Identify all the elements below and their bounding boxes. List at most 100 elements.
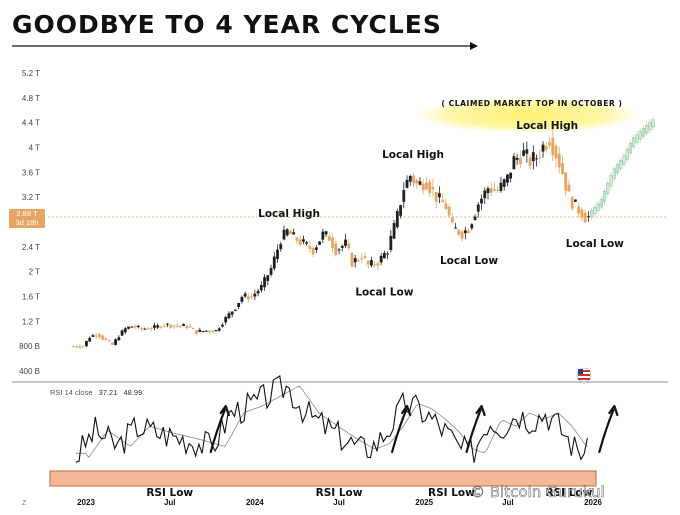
up-arrow-head	[219, 404, 230, 417]
candle	[172, 325, 176, 327]
candle	[470, 224, 474, 229]
candle	[447, 206, 451, 216]
projection-candle	[645, 124, 649, 134]
candle	[350, 253, 354, 267]
candle	[214, 330, 218, 332]
candle	[114, 339, 118, 345]
y-tick-label: 4.4 T	[22, 119, 40, 128]
candle	[382, 252, 386, 259]
candle	[224, 316, 228, 323]
price-annotation: Local Low	[355, 286, 413, 298]
candle	[117, 337, 121, 341]
candle	[175, 325, 179, 327]
candle	[389, 235, 393, 250]
candle	[551, 138, 555, 156]
candle	[331, 237, 334, 248]
candle	[363, 256, 367, 258]
candle	[366, 260, 370, 265]
candle	[357, 260, 360, 262]
claimed-top-highlight	[416, 97, 640, 133]
projection-candle	[641, 128, 645, 137]
candle	[522, 150, 526, 156]
candle	[412, 175, 415, 184]
candle	[467, 230, 470, 234]
candle	[480, 198, 483, 204]
candle	[360, 258, 364, 260]
candle	[85, 340, 88, 347]
candle	[324, 231, 328, 235]
candle	[146, 328, 150, 330]
y-tick-label: 2 T	[29, 268, 41, 277]
candle	[421, 183, 425, 191]
rsi-series: RSI Low RSI Low RSI Low RSI Low	[75, 374, 619, 499]
candle	[159, 326, 163, 328]
candle	[444, 203, 448, 210]
projection-candle	[651, 119, 655, 128]
candle	[298, 239, 302, 245]
candle	[253, 293, 257, 297]
candle	[528, 157, 532, 166]
candle	[376, 263, 380, 266]
up-arrow-icon	[390, 408, 408, 454]
tv-logo-icon: Z	[22, 500, 27, 507]
y-tick-label: 4.8 T	[22, 94, 40, 103]
projection-candle	[599, 198, 603, 208]
candle	[499, 182, 503, 191]
candle	[570, 197, 574, 209]
candle	[201, 331, 205, 333]
candle	[525, 149, 529, 154]
rsi-oversold-band	[49, 470, 597, 487]
candle	[149, 328, 153, 330]
candle	[107, 340, 111, 342]
candle	[340, 245, 344, 248]
candle	[337, 249, 341, 251]
rsi-value-1: 37.21	[99, 388, 118, 397]
candle	[305, 242, 309, 244]
projection-candle	[609, 175, 613, 187]
candle	[554, 145, 558, 159]
candle	[483, 190, 487, 199]
rsi-annotation: RSI Low	[428, 487, 475, 499]
y-tick-label: 800 B	[19, 342, 40, 351]
candle	[295, 237, 299, 241]
candle	[230, 311, 234, 315]
y-tick-label: 400 B	[19, 367, 40, 376]
candle	[72, 346, 75, 348]
candle	[285, 229, 289, 236]
price-annotation: Local High	[382, 149, 444, 161]
candle	[256, 290, 260, 294]
candle	[486, 188, 490, 194]
projection-series	[590, 116, 655, 221]
candle	[577, 206, 581, 214]
projection-candle	[615, 164, 620, 173]
up-arrow-head	[608, 404, 619, 417]
candle	[373, 264, 377, 266]
projection-candle	[590, 210, 594, 218]
candle	[120, 330, 124, 336]
projection-candle	[632, 137, 636, 148]
candle	[81, 346, 85, 348]
x-tick-label: 2025	[415, 498, 433, 507]
candle	[140, 327, 143, 329]
price-annotation: Local High	[258, 208, 320, 220]
candle	[334, 243, 338, 256]
candle	[506, 174, 509, 183]
candle	[279, 244, 283, 250]
candle	[344, 239, 347, 246]
projection-candle	[612, 168, 616, 179]
candle	[246, 296, 250, 300]
candle	[133, 326, 137, 328]
projection-candle	[635, 134, 639, 143]
candle	[476, 204, 480, 212]
candle	[386, 253, 390, 255]
candle	[438, 193, 441, 198]
candle	[156, 325, 160, 328]
candle	[583, 212, 587, 223]
candle	[266, 275, 270, 281]
candle	[153, 325, 156, 328]
projection-candle	[606, 183, 610, 195]
price-annotation: Local Low	[566, 238, 624, 250]
candle	[425, 182, 428, 190]
candle	[321, 231, 325, 240]
candle	[78, 346, 82, 348]
